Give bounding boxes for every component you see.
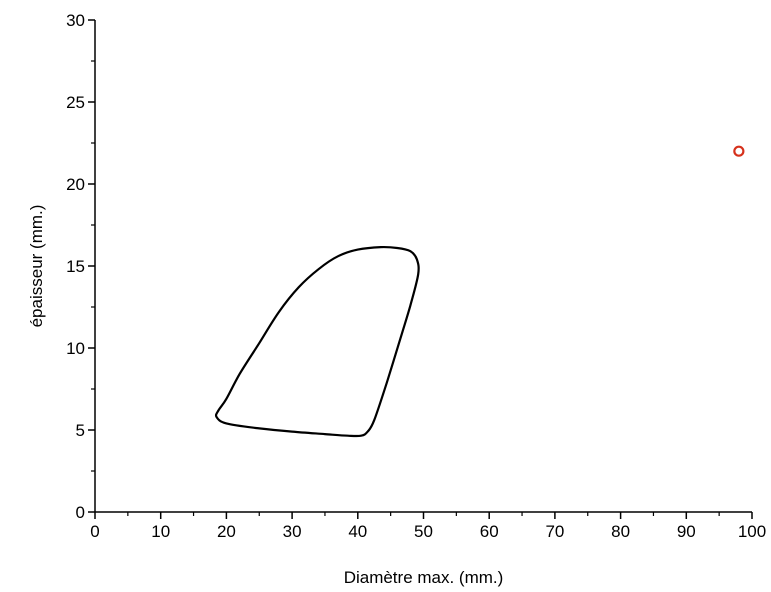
x-tick-label: 50 [414, 522, 433, 541]
contour-line [214, 245, 420, 438]
axes [94, 20, 752, 513]
x-tick-label: 80 [611, 522, 630, 541]
y-tick-label: 30 [66, 11, 85, 30]
y-tick-label: 10 [66, 339, 85, 358]
y-tick-label: 25 [66, 93, 85, 112]
x-tick-label: 20 [217, 522, 236, 541]
y-axis-title: épaisseur (mm.) [27, 205, 46, 328]
y-tick-label: 15 [66, 257, 85, 276]
x-tick-label: 40 [348, 522, 367, 541]
y-tick-label: 20 [66, 175, 85, 194]
x-axis-title: Diamètre max. (mm.) [344, 568, 504, 587]
x-tick-label: 60 [480, 522, 499, 541]
x-tick-label: 90 [677, 522, 696, 541]
y-tick-label: 0 [76, 503, 85, 522]
y-axis-ticks: 0 5 10 15 20 25 30 [66, 11, 95, 522]
x-tick-label: 10 [151, 522, 170, 541]
y-tick-label: 5 [76, 421, 85, 440]
x-tick-label: 100 [738, 522, 766, 541]
x-tick-label: 0 [90, 522, 99, 541]
data-point [733, 145, 745, 157]
x-tick-label: 30 [283, 522, 302, 541]
plot-area [214, 145, 745, 438]
x-axis-ticks: 0 10 20 30 40 50 60 70 80 90 100 [90, 512, 766, 541]
x-tick-label: 70 [545, 522, 564, 541]
